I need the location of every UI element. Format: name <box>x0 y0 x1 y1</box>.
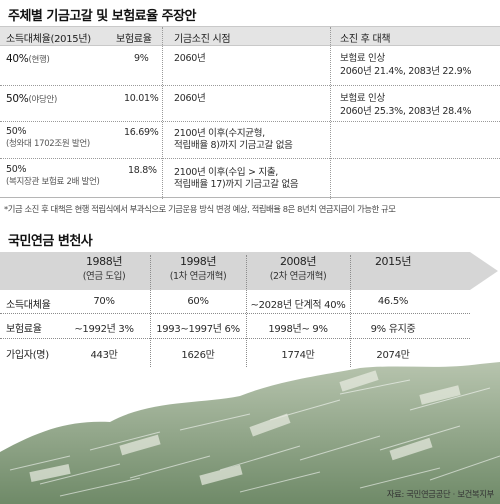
row4-depletion-line2: 적립배율 17)까지 기금고갈 없음 <box>174 179 299 190</box>
value-cell: 9% 유지중 <box>370 324 416 335</box>
row-label-subscribers: 가입자(명) <box>6 350 49 361</box>
row3-income-ratio: 50% <box>6 126 27 137</box>
value-cell: 46.5% <box>377 296 409 307</box>
value-cell: 1774만 <box>281 350 315 361</box>
header-premium: 보험료율 <box>116 34 152 45</box>
row1-income-ratio: 40%(현행) <box>6 53 50 65</box>
footnote: *기금 소진 후 대책은 현행 적립식에서 부과식으로 기금운용 방식 변경 예… <box>4 204 396 214</box>
row-divider <box>0 85 500 86</box>
era-2008: 2008년 (2차 연금개혁) <box>269 255 327 282</box>
column-divider <box>162 27 163 199</box>
row1-measure-line2: 2060년 21.4%, 2083년 22.9% <box>340 66 472 77</box>
row1-measure-line1: 보험료 인상 <box>340 53 385 64</box>
row-divider <box>0 158 500 159</box>
section2-title: 국민연금 변천사 <box>8 234 93 249</box>
value-cell: 1626만 <box>181 350 215 361</box>
row1-premium: 9% <box>134 53 149 64</box>
value-cell: ~2028년 단계적 40% <box>250 300 346 311</box>
row-label-premium: 보험료율 <box>6 324 42 335</box>
row4-income-note: (복지장관 보험료 2배 발언) <box>6 177 100 187</box>
row-divider <box>0 338 470 339</box>
row2-depletion: 2060년 <box>174 93 206 104</box>
row2-premium: 10.01% <box>124 93 159 104</box>
section1-title: 주체별 기금고갈 및 보험료율 주장안 <box>8 9 197 24</box>
era-1998: 1998년 (1차 연금개혁) <box>169 255 227 282</box>
money-pile-illustration <box>0 362 500 504</box>
row3-depletion-line1: 2100년 이후(수지균형, <box>174 128 265 139</box>
timeline-arrow <box>0 252 498 290</box>
value-cell: 2074만 <box>376 350 410 361</box>
value-cell: 443만 <box>90 350 118 361</box>
header-depletion: 기금소진 시점 <box>174 34 231 45</box>
row3-income-note: (청와대 1702조원 발언) <box>6 139 90 149</box>
era-1988: 1988년 (연금 도입) <box>82 255 126 282</box>
source-credit: 자료: 국민연금공단 · 보건복지부 <box>386 489 494 499</box>
value-cell: 1998년~ 9% <box>268 324 328 335</box>
value-cell: 70% <box>93 296 115 307</box>
row4-income-ratio: 50% <box>6 164 27 175</box>
header-income-ratio: 소득대체율(2015년) <box>6 34 91 45</box>
row3-premium: 16.69% <box>124 127 159 138</box>
era-divider <box>350 255 351 367</box>
value-cell: ~1992년 3% <box>74 324 134 335</box>
row4-premium: 18.8% <box>128 165 157 176</box>
table1-header-bar <box>0 26 500 46</box>
value-cell: 60% <box>187 296 209 307</box>
row4-depletion-line1: 2100년 이후(수입 > 지출, <box>174 167 279 178</box>
table-bottom-line <box>0 197 500 198</box>
row3-depletion-line2: 적립배율 8)까지 기금고갈 없음 <box>174 140 293 151</box>
column-divider <box>330 27 331 199</box>
row2-income-ratio: 50%(야당안) <box>6 93 58 105</box>
header-measure: 소진 후 대책 <box>340 34 391 45</box>
row-divider <box>0 313 470 314</box>
era-divider <box>246 255 247 367</box>
row2-measure-line1: 보험료 인상 <box>340 93 385 104</box>
row-label-income-ratio: 소득대체율 <box>6 300 51 311</box>
value-cell: 1993~1997년 6% <box>156 324 240 335</box>
era-2015: 2015년 <box>374 255 412 268</box>
row-divider <box>0 121 500 122</box>
row1-depletion: 2060년 <box>174 53 206 64</box>
era-divider <box>150 255 151 367</box>
row2-measure-line2: 2060년 25.3%, 2083년 28.4% <box>340 106 472 117</box>
